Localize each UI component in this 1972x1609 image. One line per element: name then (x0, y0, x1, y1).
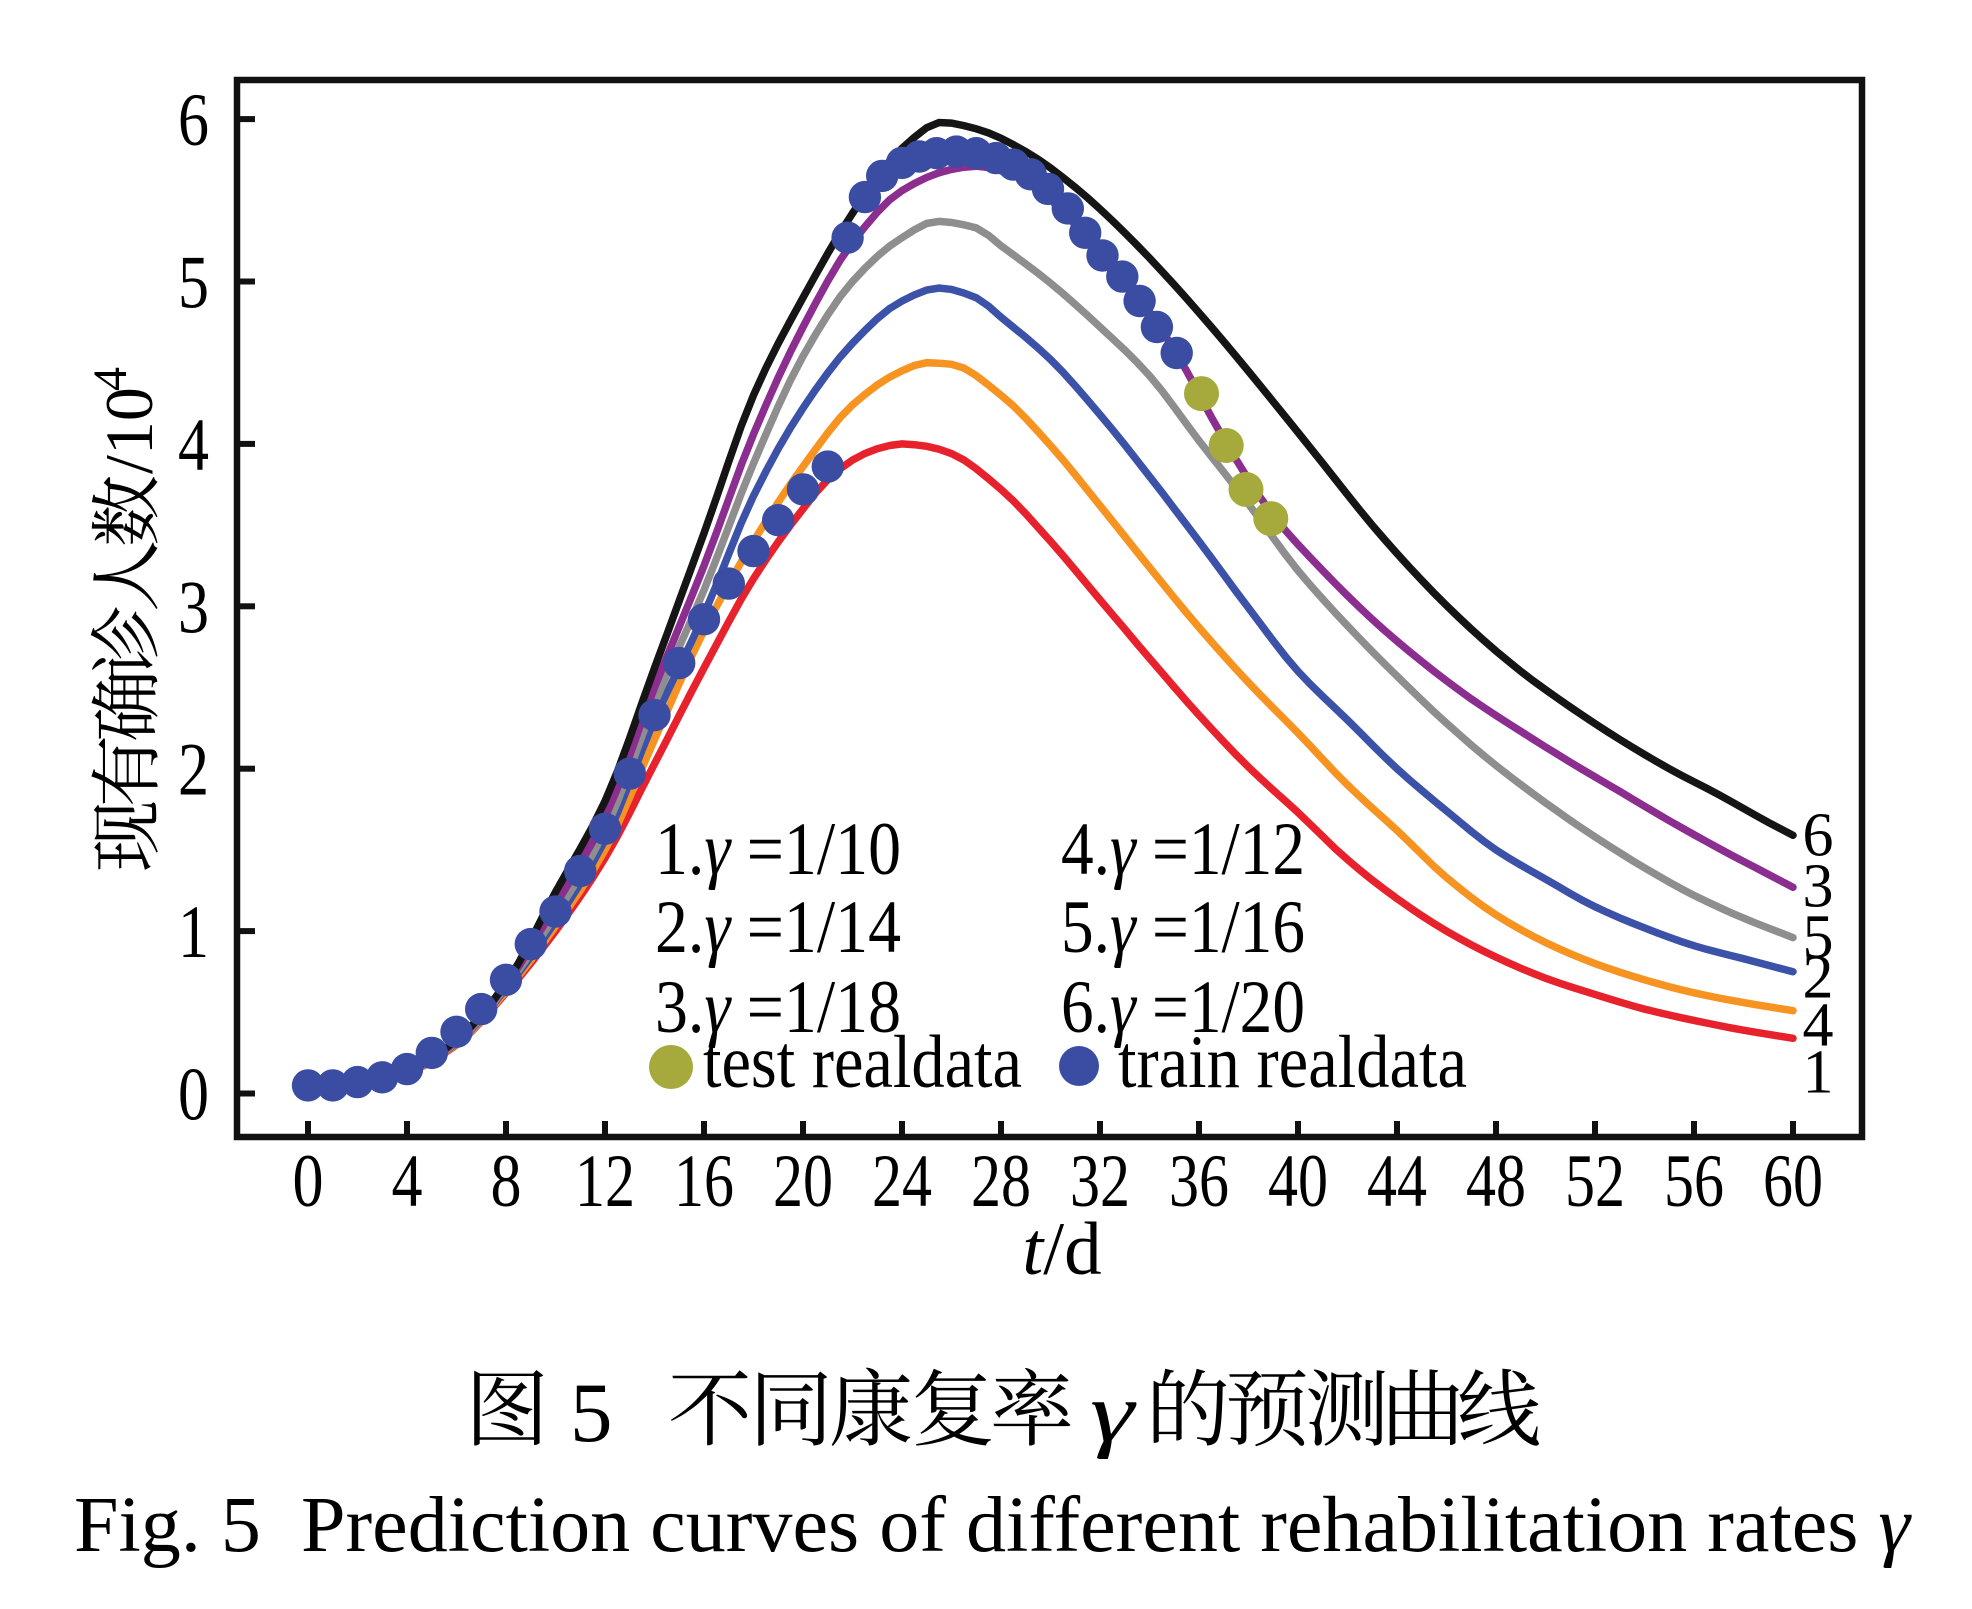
svg-text:/10: /10 (91, 387, 167, 474)
svg-text:36: 36 (1169, 1140, 1229, 1223)
svg-text:5: 5 (1803, 904, 1834, 972)
svg-text:4: 4 (178, 404, 209, 487)
svg-text:6: 6 (178, 79, 209, 162)
svg-text:6: 6 (1803, 802, 1834, 870)
svg-text:4: 4 (392, 1140, 423, 1223)
svg-text:24: 24 (872, 1140, 932, 1223)
svg-text:48: 48 (1466, 1140, 1526, 1223)
svg-text:t/d: t/d (1022, 1208, 1101, 1291)
svg-text:Fig. 5 Prediction curves of d: Fig. 5 Prediction curves of different re… (74, 1482, 1912, 1569)
svg-text:12: 12 (575, 1140, 635, 1223)
svg-text:40: 40 (1268, 1140, 1328, 1223)
svg-text:28: 28 (971, 1140, 1031, 1223)
svg-text:3: 3 (178, 566, 209, 649)
svg-text:2: 2 (178, 729, 209, 812)
svg-text:4: 4 (84, 367, 137, 391)
svg-text:56: 56 (1664, 1140, 1724, 1223)
svg-text:γ: γ (1090, 1366, 1137, 1460)
svg-text:44: 44 (1367, 1140, 1427, 1223)
svg-text:8: 8 (491, 1140, 522, 1223)
svg-text:0: 0 (293, 1140, 324, 1223)
svg-text:4.γ =1/12: 4.γ =1/12 (1061, 808, 1305, 891)
svg-text:60: 60 (1763, 1140, 1823, 1223)
svg-text:5.γ =1/16: 5.γ =1/16 (1061, 886, 1305, 969)
svg-text:0: 0 (178, 1054, 209, 1137)
svg-text:1: 1 (178, 891, 209, 974)
svg-text:2.γ =1/14: 2.γ =1/14 (655, 886, 901, 969)
svg-text:1.γ =1/10: 1.γ =1/10 (655, 808, 901, 891)
svg-text:1: 1 (1803, 1039, 1834, 1107)
svg-text:3: 3 (1803, 853, 1834, 921)
svg-text:32: 32 (1070, 1140, 1130, 1223)
svg-text:20: 20 (773, 1140, 833, 1223)
svg-text:test realdata: test realdata (703, 1021, 1022, 1104)
svg-text:16: 16 (674, 1140, 734, 1223)
svg-text:4: 4 (1803, 992, 1834, 1060)
svg-text:5: 5 (570, 1366, 613, 1460)
svg-text:5: 5 (178, 242, 209, 325)
svg-text:2: 2 (1803, 944, 1834, 1012)
svg-text:52: 52 (1565, 1140, 1625, 1223)
svg-text:6.γ =1/20: 6.γ =1/20 (1061, 966, 1305, 1049)
svg-text:train realdata: train realdata (1118, 1021, 1467, 1104)
svg-text:3.γ =1/18: 3.γ =1/18 (655, 966, 901, 1049)
